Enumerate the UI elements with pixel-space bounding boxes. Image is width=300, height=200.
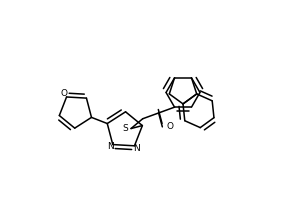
Text: S: S bbox=[122, 124, 128, 133]
Text: N: N bbox=[107, 142, 114, 151]
Text: O: O bbox=[166, 122, 173, 131]
Text: N: N bbox=[133, 144, 140, 153]
Text: O: O bbox=[61, 89, 68, 98]
